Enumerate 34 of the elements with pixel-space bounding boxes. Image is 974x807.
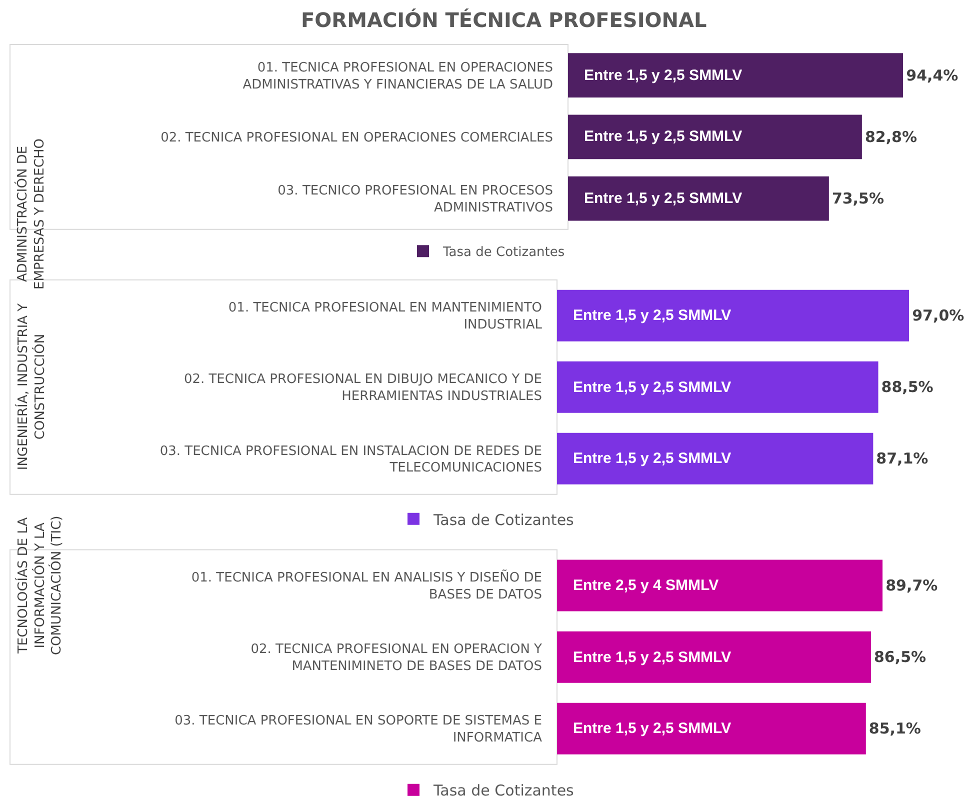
y-tick-label: 02. TECNICA PROFESIONAL EN OPERACION Y MANTENIMINETO DE BASES DE DATOS [250,642,542,674]
data-label: 73,5% [832,190,884,208]
y-tick-label: 02. TECNICA PROFESIONAL EN DIBUJO MECANICO Y DE HERRAMIENTAS INDUSTRIALES [184,372,542,404]
chart-title: FORMACIÓN TÉCNICA PROFESIONAL [301,8,707,32]
y-tick-label: 01. TECNICA PROFESIONAL EN MANTENIMIENTO INDUSTRIAL [228,300,543,333]
y-tick-label: 03. TECNICA PROFESIONAL EN SOPORTE DE SISTEMAS E INFORMATICA [174,714,542,746]
annotation: Entre 1,5 y 2,5 SMMLV [573,720,732,737]
data-label: 88,5% [881,378,934,396]
annotation: Entre 1,5 y 2,5 SMMLV [584,67,742,84]
annotation: Entre 1,5 y 2,5 SMMLV [573,649,732,666]
data-label: 82,8% [864,128,917,146]
annotation: Entre 1,5 y 2,5 SMMLV [573,379,732,396]
data-label: 85,1% [868,720,921,738]
annotation: Entre 1,5 y 2,5 SMMLV [573,450,732,467]
y-tick-label: 02. TECNICA PROFESIONAL EN OPERACIONES COMERCIALES [160,130,553,146]
annotation: Entre 1,5 y 2,5 SMMLV [584,190,742,207]
annotation: Entre 1,5 y 2,5 SMMLV [573,307,732,324]
annotation: Entre 2,5 y 4 SMMLV [573,577,719,594]
legend-label: Tasa de Cotizantes [442,245,565,260]
data-label: 89,7% [886,576,938,595]
annotation: Entre 1,5 y 2,5 SMMLV [584,128,742,145]
y-tick-label: 01. TECNICA PROFESIONAL EN OPERACIONES ADMINISTRATIVAS Y FINANCIERAS DE LA SALUD [242,60,553,92]
data-label: 97,0% [912,306,964,325]
data-label: 86,5% [874,648,926,666]
legend-label: Tasa de Cotizantes [432,782,574,800]
legend-label: Tasa de Cotizantes [432,510,574,529]
data-label: 87,1% [876,450,928,468]
data-label: 94,4% [906,66,958,84]
y-tick-label: 03. TECNICA PROFESIONAL EN INSTALACION DE REDES DE TELECOMUNICACIONES [160,444,542,476]
y-tick-label: 03. TECNICO PROFESIONAL EN PROCESOS ADMINISTRATIVOS [278,184,553,216]
y-tick-label: 01. TECNICA PROFESIONAL EN ANALISIS Y DISEÑO DE BASES DE DATOS [191,570,542,603]
y-axis-title: INGENIERÍA, INDUSTRIA Y CONSTRUCCIÓN [14,303,48,470]
y-axis-title: ADMINISTRACIÓN DE EMPRESAS Y DERECHO [14,138,48,290]
y-axis-title: TECNOLOGÍAS DE LA INFORMACIÓN Y LA COMUNICACIÓN (TIC) [14,516,65,656]
